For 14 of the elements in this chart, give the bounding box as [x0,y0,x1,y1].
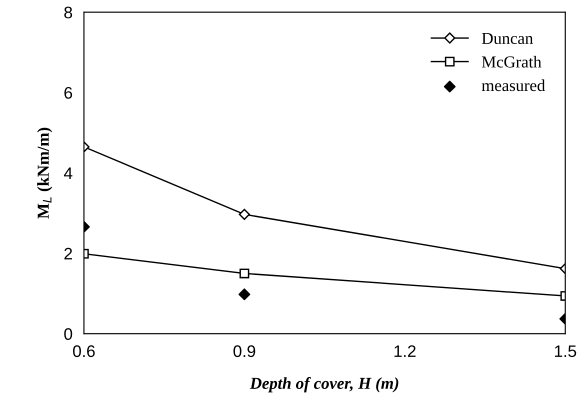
legend-label: McGrath [482,56,542,68]
y-axis-title: M$_{L}$ (kNm/m) [37,128,52,219]
x-tick-label: 1.5 [554,345,576,358]
x-tick-label: 0.9 [233,345,256,358]
x-axis-title: Depth of cover, H (m) [250,377,398,392]
y-tick-label: 6 [64,86,72,99]
x-tick-label: 1.2 [394,345,416,357]
x-tick-label: 0.6 [73,345,95,358]
y-tick-label: 0 [64,328,72,340]
y-tick-label: 4 [64,168,72,180]
legend-label: measured [482,79,546,92]
y-tick-label: 2 [64,248,72,260]
legend-label: Duncan [482,32,533,44]
y-tick-label: 8 [64,6,72,18]
